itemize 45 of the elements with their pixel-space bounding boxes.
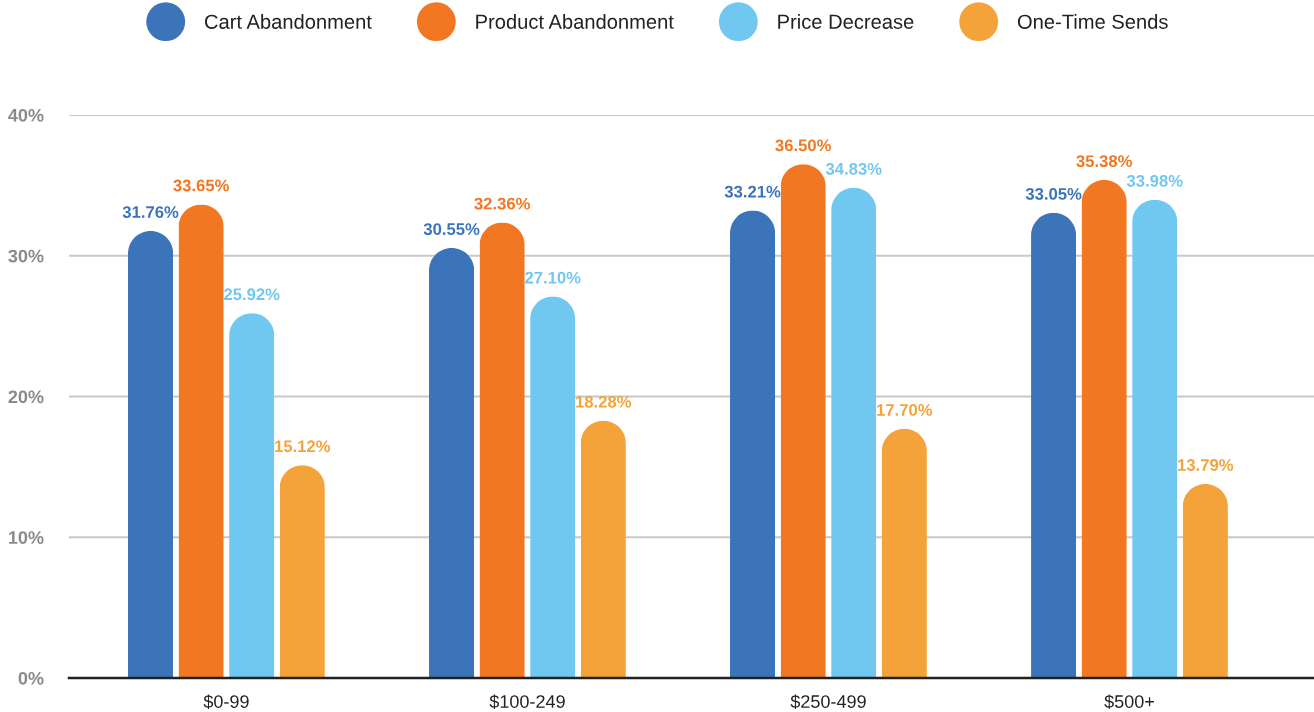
bar: [1031, 212, 1077, 678]
data-label: 17.70%: [877, 404, 933, 416]
x-tick-label: $500+: [1104, 694, 1154, 709]
y-tick-label: 0%: [18, 671, 44, 685]
bar: [1132, 199, 1178, 678]
x-tick-label: $0-99: [203, 694, 249, 709]
bar: [279, 465, 325, 678]
bar: [580, 420, 626, 678]
y-tick-label: 40%: [8, 108, 44, 122]
bar: [429, 248, 475, 678]
data-label: 33.65%: [173, 179, 229, 192]
legend-label: Cart Abandonment: [205, 14, 372, 29]
y-tick-label: 30%: [8, 249, 44, 263]
bar: [229, 313, 275, 678]
bar: [128, 230, 174, 678]
bar: [530, 296, 576, 678]
x-tick-label: $100-249: [489, 694, 565, 709]
data-label: 15.12%: [275, 440, 331, 453]
data-label: 30.55%: [423, 223, 480, 236]
y-tick-label: 20%: [8, 390, 44, 404]
data-label: 36.50%: [775, 139, 831, 152]
bar: [1182, 483, 1228, 678]
data-label: 25.92%: [224, 288, 280, 301]
data-label: 31.76%: [122, 206, 179, 218]
bar: [780, 164, 826, 678]
bar: [1081, 180, 1127, 678]
bar: [730, 210, 776, 678]
data-label: 27.10%: [525, 271, 581, 284]
bar: [881, 428, 927, 678]
bar: [178, 204, 224, 678]
data-label: 32.36%: [474, 197, 530, 210]
bar: [831, 187, 877, 678]
data-label: 35.38%: [1076, 155, 1133, 168]
bar: [479, 222, 525, 678]
legend-label: One-Time Sends: [1017, 14, 1168, 29]
data-label: 33.21%: [724, 185, 781, 198]
data-label: 34.83%: [825, 162, 882, 175]
data-label: 18.28%: [576, 395, 632, 408]
x-tick-label: $250-499: [790, 694, 866, 709]
y-tick-label: 10%: [9, 531, 44, 544]
data-label: 33.98%: [1126, 174, 1183, 187]
data-label: 33.05%: [1025, 188, 1082, 200]
data-label: 13.79%: [1178, 459, 1234, 471]
legend-label: Price Decrease: [778, 14, 914, 29]
legend-label: Product Abandonment: [476, 14, 674, 29]
